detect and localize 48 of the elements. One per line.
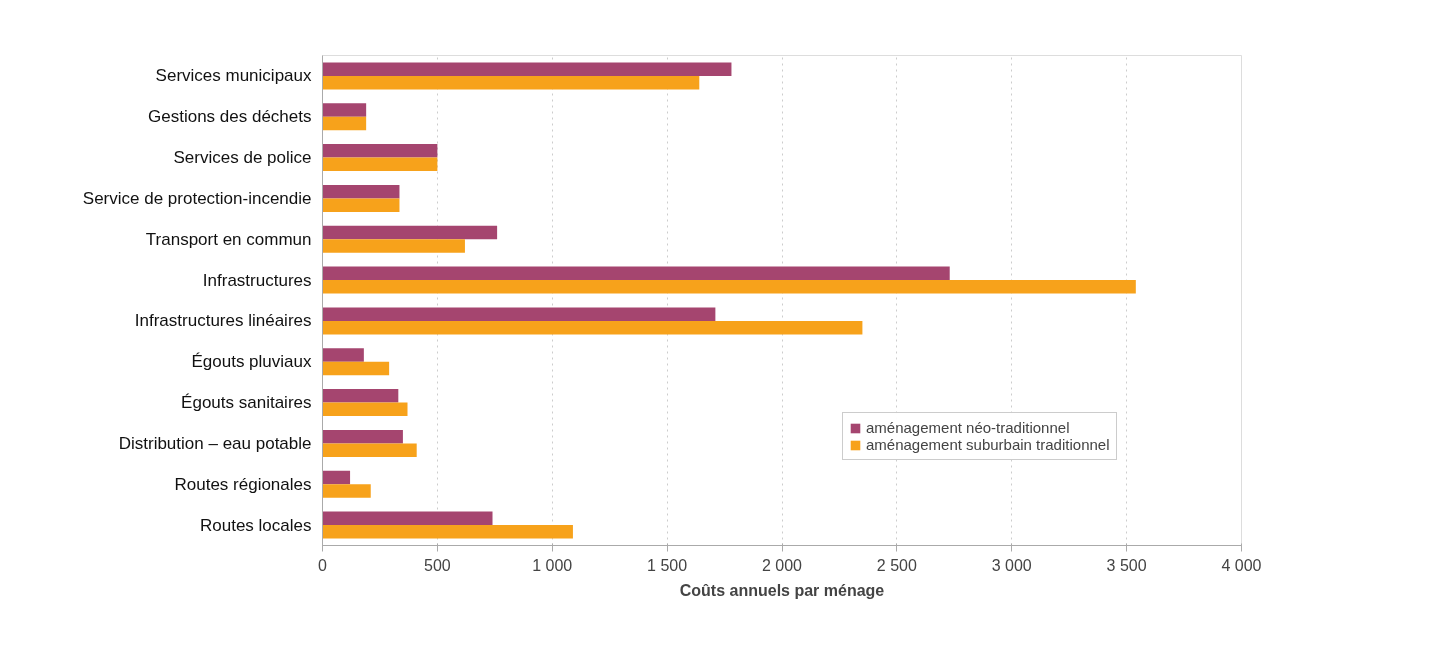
legend-label: aménagement suburbain traditionnel <box>866 436 1110 453</box>
y-tick-label: Routes locales <box>200 515 312 535</box>
x-tick-label: 4 000 <box>1221 556 1262 574</box>
legend-label: aménagement néo-traditionnel <box>866 419 1070 436</box>
bar <box>322 361 390 376</box>
y-tick-label: Services municipaux <box>155 66 312 86</box>
y-tick-label: Transport en commun <box>145 229 312 249</box>
y-tick-label: Égouts pluviaux <box>191 352 312 372</box>
bar <box>322 402 408 417</box>
y-tick-label: Services de police <box>173 148 312 168</box>
bar <box>322 239 465 253</box>
bar <box>322 443 417 457</box>
y-tick-label: Routes régionales <box>174 474 312 494</box>
y-tick-label: Service de protection-incendie <box>82 188 312 208</box>
y-tick-label: Gestions des déchets <box>148 107 312 127</box>
bar <box>322 116 367 131</box>
x-tick-label: 1 000 <box>532 556 573 574</box>
bar <box>322 525 573 539</box>
bar <box>322 103 367 117</box>
bar <box>322 198 400 212</box>
bar <box>322 144 438 158</box>
x-tick-label: 1 500 <box>647 556 688 574</box>
y-tick-label: Infrastructures <box>202 270 312 290</box>
y-tick-label: Infrastructures linéaires <box>134 311 312 331</box>
bar <box>322 184 400 199</box>
bar <box>322 484 371 498</box>
x-tick-label: 0 <box>318 556 328 574</box>
bar <box>322 320 863 335</box>
x-tick-label: 2 000 <box>761 556 803 574</box>
bar <box>322 429 403 444</box>
x-tick-label: 3 000 <box>991 556 1032 574</box>
y-tick-label: Égouts sanitaires <box>181 393 312 413</box>
bar <box>322 280 1136 294</box>
bar <box>322 307 716 321</box>
bar <box>322 348 364 362</box>
bar <box>322 157 438 172</box>
bar <box>322 62 732 76</box>
x-tick-label: 500 <box>424 556 451 574</box>
bar <box>322 511 493 526</box>
y-tick-label: Distribution – eau potable <box>118 433 312 453</box>
bar <box>322 75 700 90</box>
x-axis-title: Coûts annuels par ménage <box>679 581 885 599</box>
bar <box>322 266 950 281</box>
x-tick-label: 3 500 <box>1106 556 1147 574</box>
bar <box>322 389 399 403</box>
bar <box>322 470 351 485</box>
x-tick-label: 2 500 <box>876 556 917 574</box>
bar <box>322 225 498 240</box>
